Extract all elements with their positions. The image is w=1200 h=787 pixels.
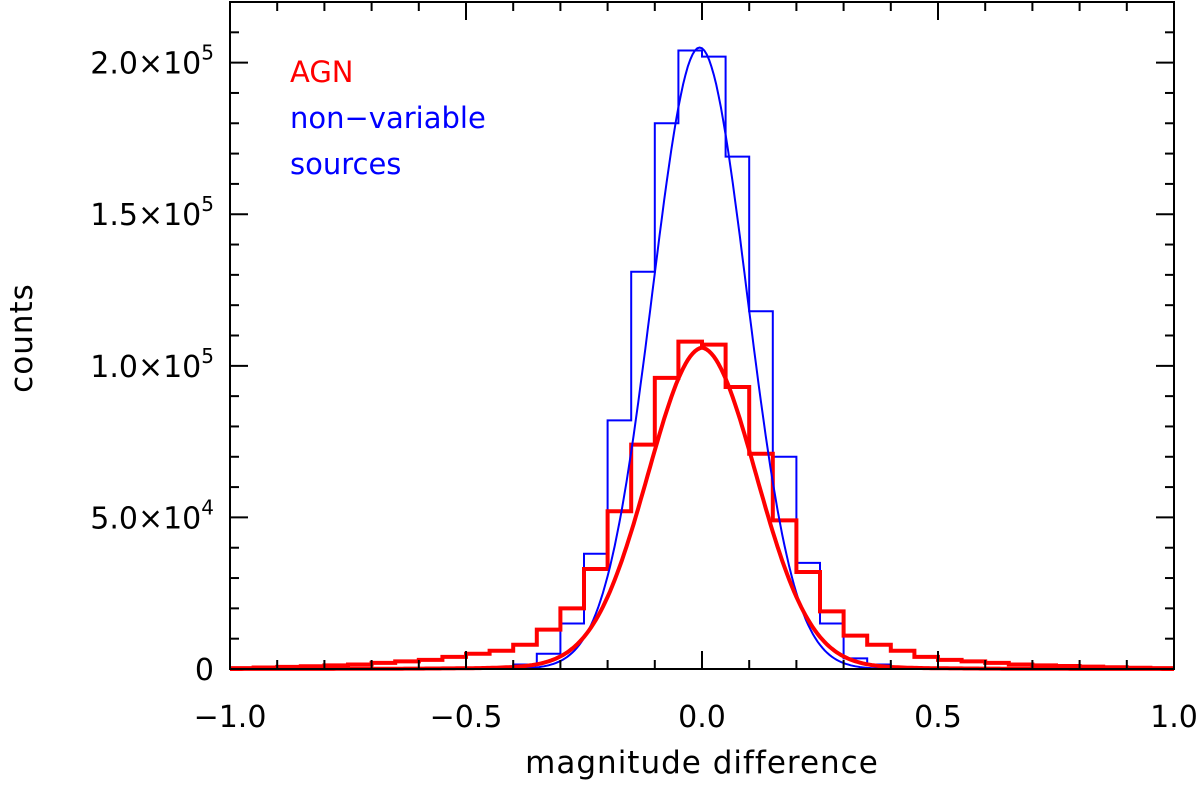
legend-entry-agn: AGN	[290, 55, 354, 89]
legend: AGN non−variable sources	[290, 55, 486, 181]
fit-curve-non-variable-sources	[230, 46, 1174, 670]
x-tick-label: 0.5	[914, 700, 962, 735]
y-tick-label: 1.0×105	[90, 344, 214, 385]
histogram-agn	[230, 339, 1174, 671]
y-tick-label: 0	[195, 653, 214, 688]
histogram-layer	[230, 49, 1174, 671]
x-tick-label: 0.0	[678, 700, 726, 735]
x-tick-labels: −1.0 −0.5 0.0 0.5 1.0	[194, 700, 1198, 735]
x-tick-label: −1.0	[194, 700, 267, 735]
x-tick-label: −0.5	[430, 700, 503, 735]
y-axis-title: counts	[4, 283, 40, 393]
y-tick-label: 1.5×105	[90, 192, 214, 233]
y-tick-label: 5.0×104	[90, 495, 214, 536]
legend-entry-non-variable-sources: sources	[290, 147, 401, 181]
fit-curve-layer	[230, 46, 1174, 671]
fit-curve-agn	[230, 345, 1174, 671]
y-tick-labels: 0 5.0×104 1.0×105 1.5×105 2.0×105	[90, 41, 214, 688]
legend-entry-non-variable-sources: non−variable	[290, 101, 486, 135]
histogram-non-variable-sources	[230, 49, 1174, 670]
y-tick-label: 2.0×105	[90, 41, 214, 82]
x-tick-label: 1.0	[1150, 700, 1198, 735]
x-axis-title: magnitude difference	[525, 745, 879, 781]
tick-marks	[229, 1, 1175, 670]
